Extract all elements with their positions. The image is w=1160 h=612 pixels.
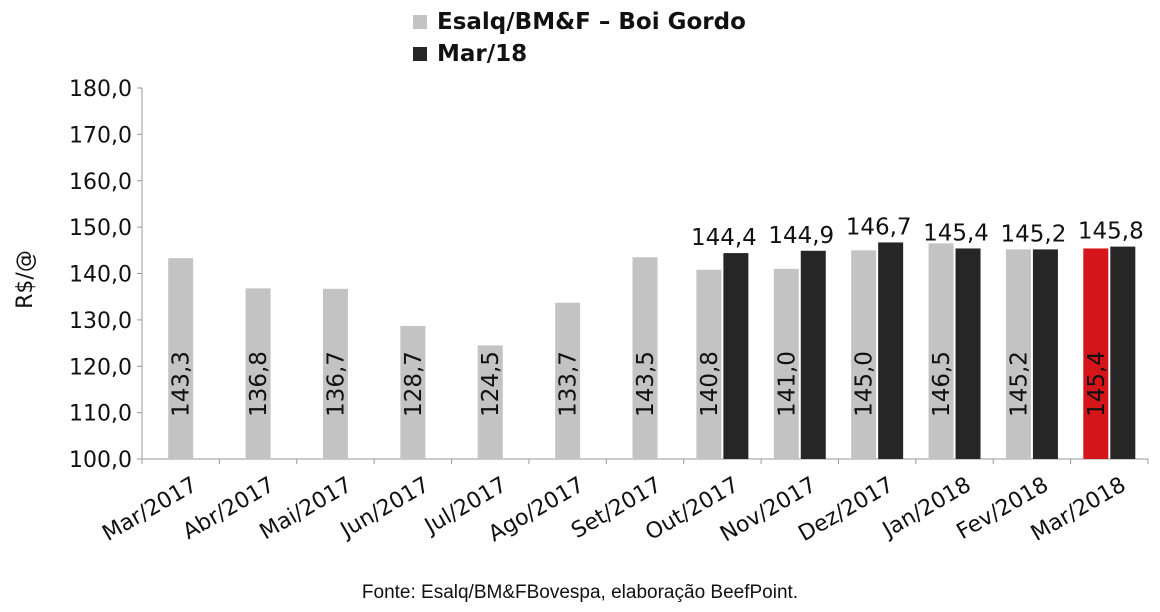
bar-label-mar18: 145,2 bbox=[1000, 221, 1066, 247]
bar-mar18 bbox=[1032, 249, 1058, 459]
bar-esalq bbox=[555, 302, 581, 459]
bar-label-mar18: 145,8 bbox=[1078, 219, 1144, 245]
bar-label-mar18: 145,4 bbox=[923, 220, 989, 246]
bar-label-esalq: 145,2 bbox=[1006, 351, 1032, 417]
bar-label-esalq: 133,7 bbox=[556, 351, 582, 417]
y-tick-label: 110,0 bbox=[69, 402, 132, 427]
y-tick-label: 100,0 bbox=[69, 448, 132, 473]
bar-label-esalq: 145,0 bbox=[852, 351, 878, 417]
bar-mar18 bbox=[955, 248, 981, 459]
bar-label-esalq: 128,7 bbox=[401, 351, 427, 417]
bar-esalq bbox=[400, 325, 426, 459]
bar-label-esalq: 136,8 bbox=[246, 351, 272, 417]
bar-label-mar18: 146,7 bbox=[846, 214, 912, 240]
y-axis-title: R$/@ bbox=[13, 250, 38, 309]
bar-label-esalq: 140,8 bbox=[697, 351, 723, 417]
bar-esalq bbox=[477, 345, 503, 459]
bar-esalq bbox=[632, 257, 658, 459]
y-tick-label: 130,0 bbox=[69, 309, 132, 334]
source-note: Fonte: Esalq/BM&FBovespa, elaboração Bee… bbox=[361, 582, 799, 603]
bar-label-mar18: 144,9 bbox=[768, 223, 834, 249]
bar-esalq bbox=[1083, 248, 1109, 459]
legend-entry-series-2: Mar/18 bbox=[413, 38, 746, 70]
bar-label-esalq: 124,5 bbox=[478, 351, 504, 417]
bar-esalq bbox=[322, 288, 348, 459]
legend-entry-series-1: Esalq/BM&F – Boi Gordo bbox=[413, 6, 746, 38]
bar-mar18 bbox=[1110, 246, 1136, 459]
bar-label-esalq: 141,0 bbox=[774, 351, 800, 417]
y-tick-label: 120,0 bbox=[69, 355, 132, 380]
legend-label-series-2: Mar/18 bbox=[437, 41, 528, 67]
bar-esalq bbox=[245, 288, 271, 459]
y-tick-label: 140,0 bbox=[69, 263, 132, 288]
y-tick-label: 180,0 bbox=[69, 77, 132, 102]
bar-esalq bbox=[773, 268, 799, 459]
chart-legend: Esalq/BM&F – Boi Gordo Mar/18 bbox=[413, 6, 746, 70]
legend-swatch-series-1 bbox=[413, 15, 427, 29]
legend-swatch-series-2 bbox=[413, 47, 427, 61]
bar-mar18 bbox=[800, 250, 826, 459]
bar-esalq bbox=[928, 243, 954, 459]
bar-esalq bbox=[168, 258, 194, 459]
bar-label-esalq: 143,3 bbox=[169, 351, 195, 417]
y-tick-label: 170,0 bbox=[69, 123, 132, 148]
bar-label-esalq: 145,4 bbox=[1084, 351, 1110, 417]
bar-label-mar18: 144,4 bbox=[691, 225, 757, 251]
bar-mar18 bbox=[723, 253, 749, 459]
y-tick-label: 160,0 bbox=[69, 170, 132, 195]
legend-label-series-1: Esalq/BM&F – Boi Gordo bbox=[437, 9, 746, 35]
bar-mar18 bbox=[878, 242, 904, 459]
bar-label-esalq: 143,5 bbox=[633, 351, 659, 417]
bar-label-esalq: 146,5 bbox=[929, 351, 955, 417]
bar-esalq bbox=[696, 269, 722, 459]
y-tick-label: 150,0 bbox=[69, 216, 132, 241]
bar-label-esalq: 136,7 bbox=[323, 351, 349, 417]
bar-esalq bbox=[851, 250, 877, 459]
bar-esalq bbox=[1005, 249, 1031, 459]
